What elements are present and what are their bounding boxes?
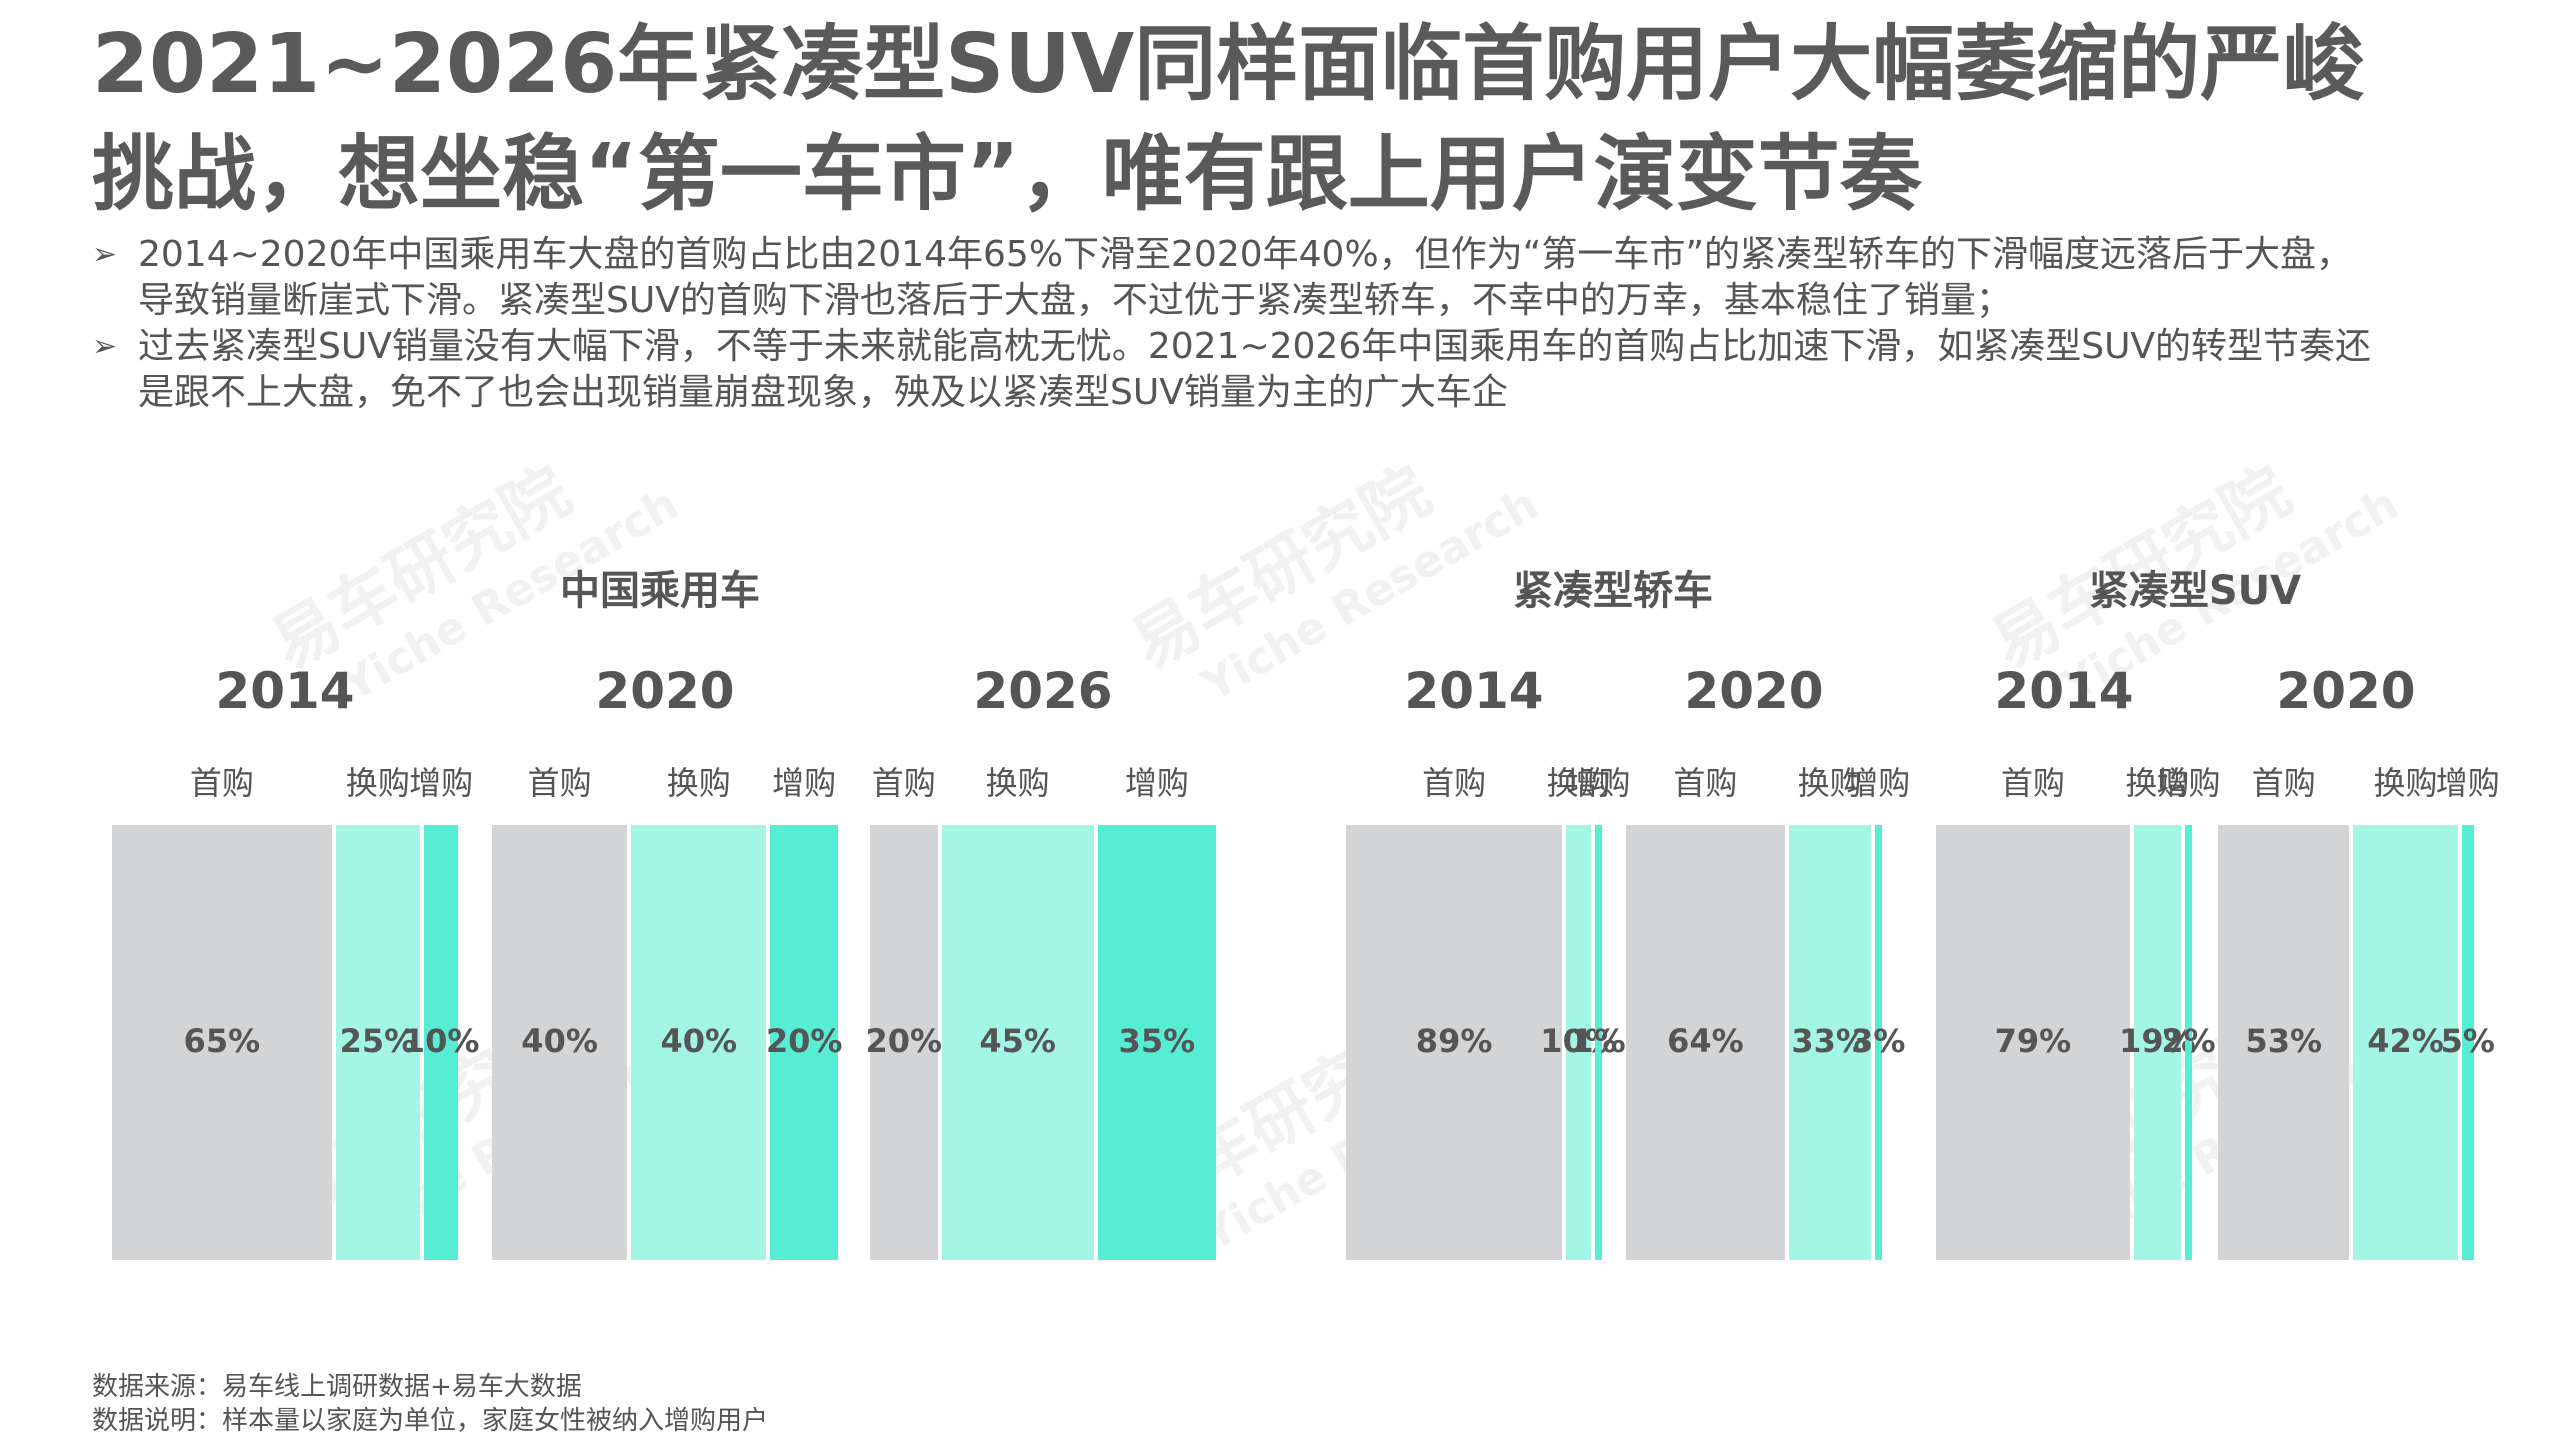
data-label: 45%	[979, 1022, 1056, 1060]
segment-label: 增购	[409, 764, 474, 802]
year-label: 2014	[1994, 662, 2134, 720]
bar-segment	[770, 825, 838, 1260]
bullet-item: ➢ 过去紧凑型SUV销量没有大幅下滑，不等于未来就能高枕无忧。2021~2026…	[92, 324, 2512, 416]
segment-label: 换购	[1546, 764, 1611, 802]
bar-segment	[631, 825, 767, 1260]
segment-label: 首购	[189, 764, 254, 802]
bar-segment	[1346, 825, 1563, 1260]
bar-segment	[2133, 825, 2181, 1260]
bar-segment	[2353, 825, 2458, 1260]
bar-segment	[492, 825, 628, 1260]
segment-label: 增购	[1124, 764, 1189, 802]
data-label: 35%	[1118, 1022, 1196, 1060]
bar-segment	[1936, 825, 2130, 1260]
bar-segment	[2461, 825, 2474, 1260]
segment-label: 换购	[2373, 764, 2438, 802]
data-label: 53%	[2245, 1022, 2323, 1060]
bullet-text: 是跟不上大盘，免不了也会出现销量崩盘现象，殃及以紧凑型SUV销量为主的广大车企	[138, 372, 1508, 413]
bar-segment	[1595, 825, 1602, 1260]
segment-label: 换购	[985, 764, 1050, 802]
data-source: 数据来源：易车线上调研数据+易车大数据	[92, 1372, 582, 1402]
year-label: 2020	[595, 662, 735, 720]
year-label: 2020	[2276, 662, 2416, 720]
bar-segment	[1566, 825, 1591, 1260]
data-label: 1%	[1571, 1022, 1626, 1060]
bar-segment	[1097, 825, 1216, 1260]
segment-label: 换购	[1797, 764, 1862, 802]
bar-segment	[2185, 825, 2192, 1260]
bullet-text: 导致销量断崖式下滑。紧凑型SUV的首购下滑也落后于大盘，不过优于紧凑型轿车，不幸…	[138, 280, 2012, 321]
data-label: 33%	[1791, 1022, 1868, 1060]
page-title: 2021~2026年紧凑型SUV同样面临首购用户大幅萎缩的严峻 挑战，想坐稳“第…	[92, 10, 2532, 230]
year-label: 2014	[1404, 662, 1544, 720]
data-label: 40%	[660, 1022, 738, 1060]
year-label: 2026	[973, 662, 1113, 720]
segment-label: 增购	[2435, 764, 2500, 802]
segment-label: 首购	[2000, 764, 2065, 802]
bar-segment	[1626, 825, 1785, 1260]
segment-label: 换购	[345, 764, 410, 802]
data-label: 10%	[1540, 1022, 1617, 1060]
bar-segment	[1788, 825, 1871, 1260]
segment-label: 增购	[1566, 764, 1631, 802]
bullet-text: 2014~2020年中国乘用车大盘的首购占比由2014年65%下滑至2020年4…	[138, 234, 2352, 275]
group-title: 中国乘用车	[560, 568, 760, 614]
group-title: 紧凑型SUV	[2088, 568, 2302, 614]
bar-segment	[2218, 825, 2350, 1260]
data-label: 20%	[765, 1022, 843, 1060]
bullet-text: 过去紧凑型SUV销量没有大幅下滑，不等于未来就能高枕无忧。2021~2026年中…	[138, 326, 2372, 367]
segment-label: 换购	[2125, 764, 2190, 802]
data-label: 3%	[1851, 1022, 1906, 1060]
segment-label: 增购	[2156, 764, 2221, 802]
data-label: 10%	[402, 1022, 480, 1060]
data-label: 25%	[339, 1022, 417, 1060]
year-label: 2014	[215, 662, 355, 720]
bar-segment	[424, 825, 458, 1260]
data-label: 20%	[865, 1022, 943, 1060]
segment-label: 首购	[1673, 764, 1738, 802]
footer: 数据来源：易车线上调研数据+易车大数据 数据说明：样本量以家庭为单位，家庭女性被…	[92, 1370, 768, 1438]
data-note: 数据说明：样本量以家庭为单位，家庭女性被纳入增购用户	[92, 1406, 769, 1436]
data-label: 65%	[183, 1022, 261, 1060]
data-label: 40%	[521, 1022, 598, 1060]
page-title-line1: 2021~2026年紧凑型SUV同样面临首购用户大幅萎缩的严峻	[92, 17, 2365, 112]
year-label: 2020	[1684, 662, 1824, 720]
segment-label: 增购	[772, 764, 837, 802]
bullet-list: ➢ 2014~2020年中国乘用车大盘的首购占比由2014年65%下滑至2020…	[92, 232, 2512, 416]
bar-segment	[870, 825, 938, 1260]
page-title-line2: 挑战，想坐稳“第一车市”，唯有跟上用户演变节奏	[92, 127, 1922, 222]
data-label: 42%	[2367, 1022, 2444, 1060]
segment-label: 换购	[666, 764, 731, 802]
segment-label: 首购	[871, 764, 936, 802]
data-label: 79%	[1994, 1022, 2072, 1060]
data-label: 89%	[1415, 1022, 1493, 1060]
data-label: 19%	[2119, 1022, 2196, 1060]
bullet-item: ➢ 2014~2020年中国乘用车大盘的首购占比由2014年65%下滑至2020…	[92, 232, 2512, 324]
bar-segment	[941, 825, 1094, 1260]
data-label: 5%	[2440, 1022, 2495, 1060]
arrow-bullet-icon: ➢	[92, 329, 118, 364]
bar-segment	[335, 825, 421, 1260]
segment-label: 增购	[1846, 764, 1911, 802]
arrow-bullet-icon: ➢	[92, 237, 118, 272]
bar-segment	[1874, 825, 1882, 1260]
data-label: 64%	[1667, 1022, 1744, 1060]
data-label: 2%	[2161, 1022, 2216, 1060]
group-title: 紧凑型轿车	[1513, 568, 1713, 614]
segment-label: 首购	[1422, 764, 1487, 802]
segment-label: 首购	[2251, 764, 2316, 802]
segment-label: 首购	[527, 764, 592, 802]
bar-segment	[112, 825, 332, 1260]
